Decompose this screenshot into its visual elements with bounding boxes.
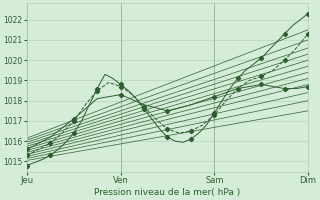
X-axis label: Pression niveau de la mer( hPa ): Pression niveau de la mer( hPa ) — [94, 188, 241, 197]
